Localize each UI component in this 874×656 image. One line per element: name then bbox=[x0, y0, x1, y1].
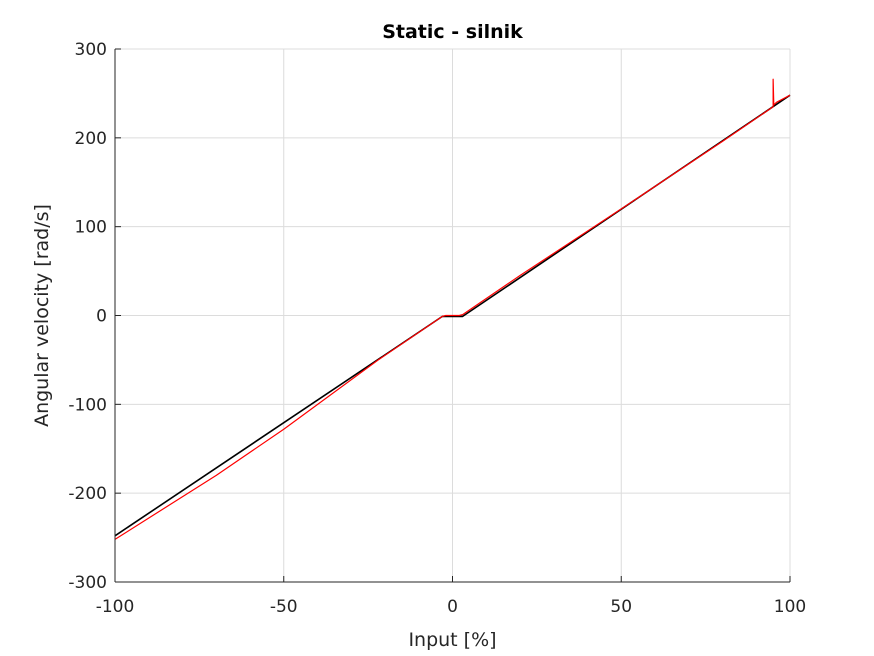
x-axis-label: Input [%] bbox=[408, 629, 496, 651]
series-layer bbox=[114, 78, 791, 540]
y-tick-label: -200 bbox=[68, 484, 107, 504]
chart-title: Static - silnik bbox=[382, 21, 523, 43]
y-tick-label: -100 bbox=[68, 395, 107, 415]
x-tick-label: 50 bbox=[610, 597, 632, 617]
x-tick-label: -100 bbox=[96, 597, 135, 617]
x-tick-label: 100 bbox=[774, 597, 806, 617]
x-tick-label: -50 bbox=[270, 597, 298, 617]
y-tick-label: -300 bbox=[68, 573, 107, 593]
x-tick-label: 0 bbox=[447, 597, 458, 617]
ticks: -100 -50 0 50 100 -300 -200 -100 0 100 200 300 bbox=[68, 40, 806, 617]
y-tick-label: 300 bbox=[75, 40, 107, 60]
y-tick-label: 200 bbox=[75, 129, 107, 149]
y-tick-label: 100 bbox=[75, 218, 107, 238]
series-line bbox=[114, 78, 791, 540]
y-tick-label: 0 bbox=[96, 307, 107, 327]
y-axis-label: Angular velocity [rad/s] bbox=[31, 204, 53, 427]
